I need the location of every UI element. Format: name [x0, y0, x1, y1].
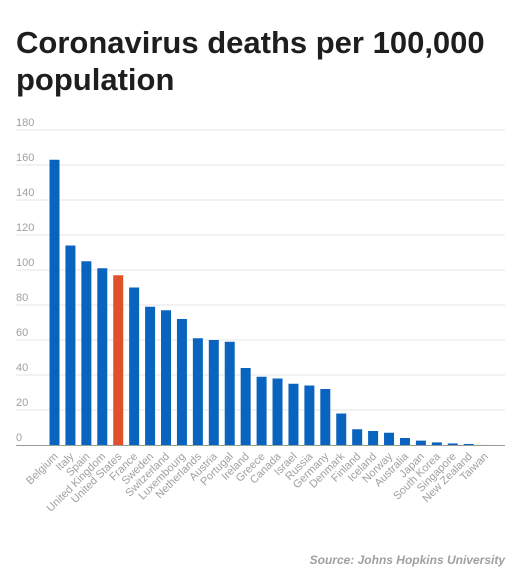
y-tick-label: 120	[16, 222, 34, 234]
bar-france	[129, 287, 140, 445]
bar-switzerland	[161, 310, 172, 445]
bar-finland	[352, 429, 363, 445]
bar-italy	[65, 245, 76, 445]
y-tick-label: 60	[16, 327, 28, 339]
bars	[49, 159, 490, 446]
bar-australia	[399, 438, 410, 445]
bar-israel	[288, 383, 299, 445]
bar-united-kingdom	[97, 268, 108, 445]
bar-japan	[415, 440, 426, 446]
bar-luxembourg	[176, 319, 187, 445]
bar-germany	[320, 389, 331, 445]
y-axis-ticks: 0 20 40 60 80 100 120 140 160 180	[16, 117, 34, 444]
source-note: Source: Johns Hopkins University	[309, 553, 505, 567]
y-tick-label: 160	[16, 152, 34, 164]
y-tick-label: 20	[16, 397, 28, 409]
y-tick-label: 180	[16, 117, 34, 129]
bar-south-korea	[431, 442, 442, 446]
bar-new-zealand	[463, 443, 474, 445]
y-tick-label: 0	[16, 432, 22, 444]
chart-title: Coronavirus deaths per 100,000 populatio…	[16, 25, 485, 97]
bar-iceland	[368, 431, 379, 445]
bar-russia	[304, 385, 315, 445]
bar-sweden	[145, 306, 156, 445]
bar-portugal	[224, 341, 235, 445]
bar-austria	[208, 340, 219, 445]
bar-norway	[384, 432, 395, 445]
bar-netherlands	[192, 338, 203, 445]
bar-denmark	[336, 413, 347, 445]
bar-singapore	[447, 443, 458, 445]
bar-united-states	[113, 275, 124, 445]
bar-belgium	[49, 159, 60, 445]
y-tick-label: 40	[16, 362, 28, 374]
bar-ireland	[240, 368, 251, 445]
x-tick-label: Belgium	[24, 451, 61, 488]
bar-canada	[272, 378, 283, 445]
bar-spain	[81, 261, 92, 445]
y-tick-label: 100	[16, 257, 34, 269]
y-tick-label: 140	[16, 187, 34, 199]
y-tick-label: 80	[16, 292, 28, 304]
bar-greece	[256, 376, 267, 445]
